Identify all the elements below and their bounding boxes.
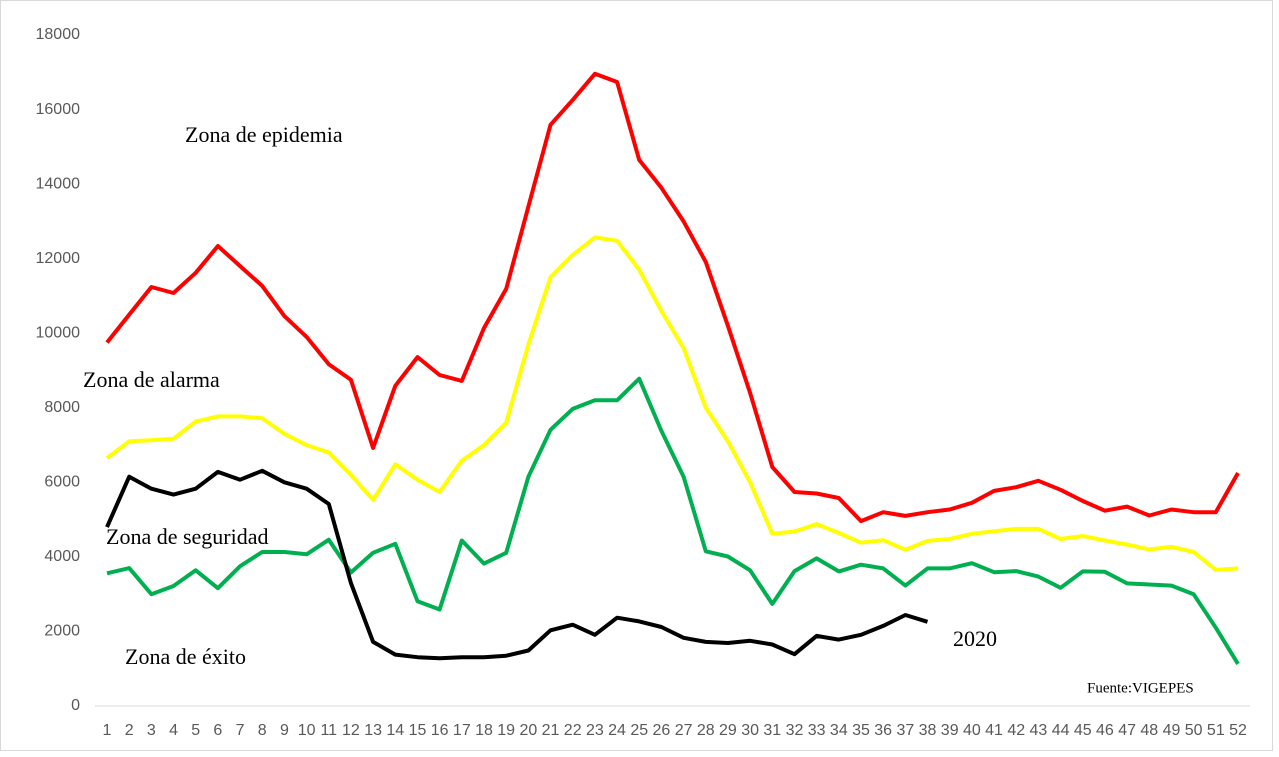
x-tick-label: 34 — [830, 722, 848, 739]
x-tick-label: 47 — [1118, 722, 1136, 739]
y-tick-label: 6000 — [44, 474, 80, 491]
x-tick-label: 44 — [1052, 722, 1070, 739]
x-tick-label: 42 — [1007, 722, 1025, 739]
x-tick-label: 25 — [630, 722, 648, 739]
y-tick-label: 0 — [71, 697, 80, 714]
x-tick-label: 52 — [1229, 722, 1247, 739]
x-tick-label: 7 — [236, 722, 245, 739]
x-tick-label: 14 — [386, 722, 404, 739]
annotation: Fuente:VIGEPES — [1087, 680, 1194, 696]
y-tick-label: 4000 — [44, 548, 80, 565]
x-tick-label: 13 — [364, 722, 382, 739]
x-tick-label: 2 — [125, 722, 134, 739]
x-tick-label: 49 — [1163, 722, 1181, 739]
x-tick-label: 21 — [542, 722, 560, 739]
x-tick-label: 46 — [1096, 722, 1114, 739]
x-tick-label: 22 — [564, 722, 582, 739]
x-tick-label: 51 — [1207, 722, 1225, 739]
x-tick-label: 23 — [586, 722, 604, 739]
x-tick-label: 24 — [608, 722, 626, 739]
x-tick-label: 6 — [213, 722, 222, 739]
x-tick-label: 48 — [1140, 722, 1158, 739]
x-tick-label: 28 — [697, 722, 715, 739]
y-tick-label: 12000 — [36, 250, 81, 267]
x-tick-label: 3 — [147, 722, 156, 739]
x-tick-label: 39 — [941, 722, 959, 739]
annotation: 2020 — [953, 626, 997, 651]
y-tick-label: 14000 — [36, 175, 81, 192]
x-tick-label: 33 — [808, 722, 826, 739]
x-tick-label: 41 — [985, 722, 1003, 739]
x-tick-label: 45 — [1074, 722, 1092, 739]
x-tick-label: 43 — [1030, 722, 1048, 739]
x-tick-label: 50 — [1185, 722, 1203, 739]
series-line — [106, 376, 1240, 665]
x-tick-label: 19 — [497, 722, 515, 739]
y-tick-label: 8000 — [44, 399, 80, 416]
x-tick-label: 29 — [719, 722, 737, 739]
x-tick-label: 32 — [786, 722, 804, 739]
x-tick-label: 20 — [519, 722, 537, 739]
x-tick-label: 10 — [298, 722, 316, 739]
x-tick-label: 8 — [258, 722, 267, 739]
annotation: Zona de alarma — [83, 367, 220, 392]
annotation: Zona de epidemia — [185, 122, 343, 147]
x-tick-label: 35 — [852, 722, 870, 739]
series-line — [105, 235, 1239, 572]
x-tick-label: 5 — [191, 722, 200, 739]
series-line — [105, 468, 929, 661]
x-tick-label: 27 — [675, 722, 693, 739]
x-tick-label: 9 — [280, 722, 289, 739]
x-tick-label: 16 — [431, 722, 449, 739]
y-tick-label: 2000 — [44, 623, 80, 640]
x-tick-label: 17 — [453, 722, 471, 739]
x-tick-label: 37 — [896, 722, 914, 739]
series-line — [105, 71, 1240, 524]
x-tick-label: 18 — [475, 722, 493, 739]
x-tick-label: 4 — [169, 722, 178, 739]
annotation: Zona de seguridad — [106, 524, 269, 549]
x-tick-label: 38 — [919, 722, 937, 739]
x-tick-label: 11 — [320, 722, 337, 739]
x-tick-label: 1 — [103, 722, 112, 739]
y-tick-label: 10000 — [36, 324, 81, 341]
x-tick-label: 30 — [741, 722, 759, 739]
y-tick-label: 18000 — [36, 26, 81, 43]
x-tick-label: 12 — [342, 722, 360, 739]
y-tick-label: 16000 — [36, 101, 81, 118]
x-tick-label: 31 — [763, 722, 781, 739]
x-tick-label: 40 — [963, 722, 981, 739]
x-tick-label: 15 — [409, 722, 427, 739]
x-tick-label: 26 — [653, 722, 671, 739]
x-tick-label: 36 — [874, 722, 892, 739]
annotation: Zona de éxito — [125, 644, 246, 669]
